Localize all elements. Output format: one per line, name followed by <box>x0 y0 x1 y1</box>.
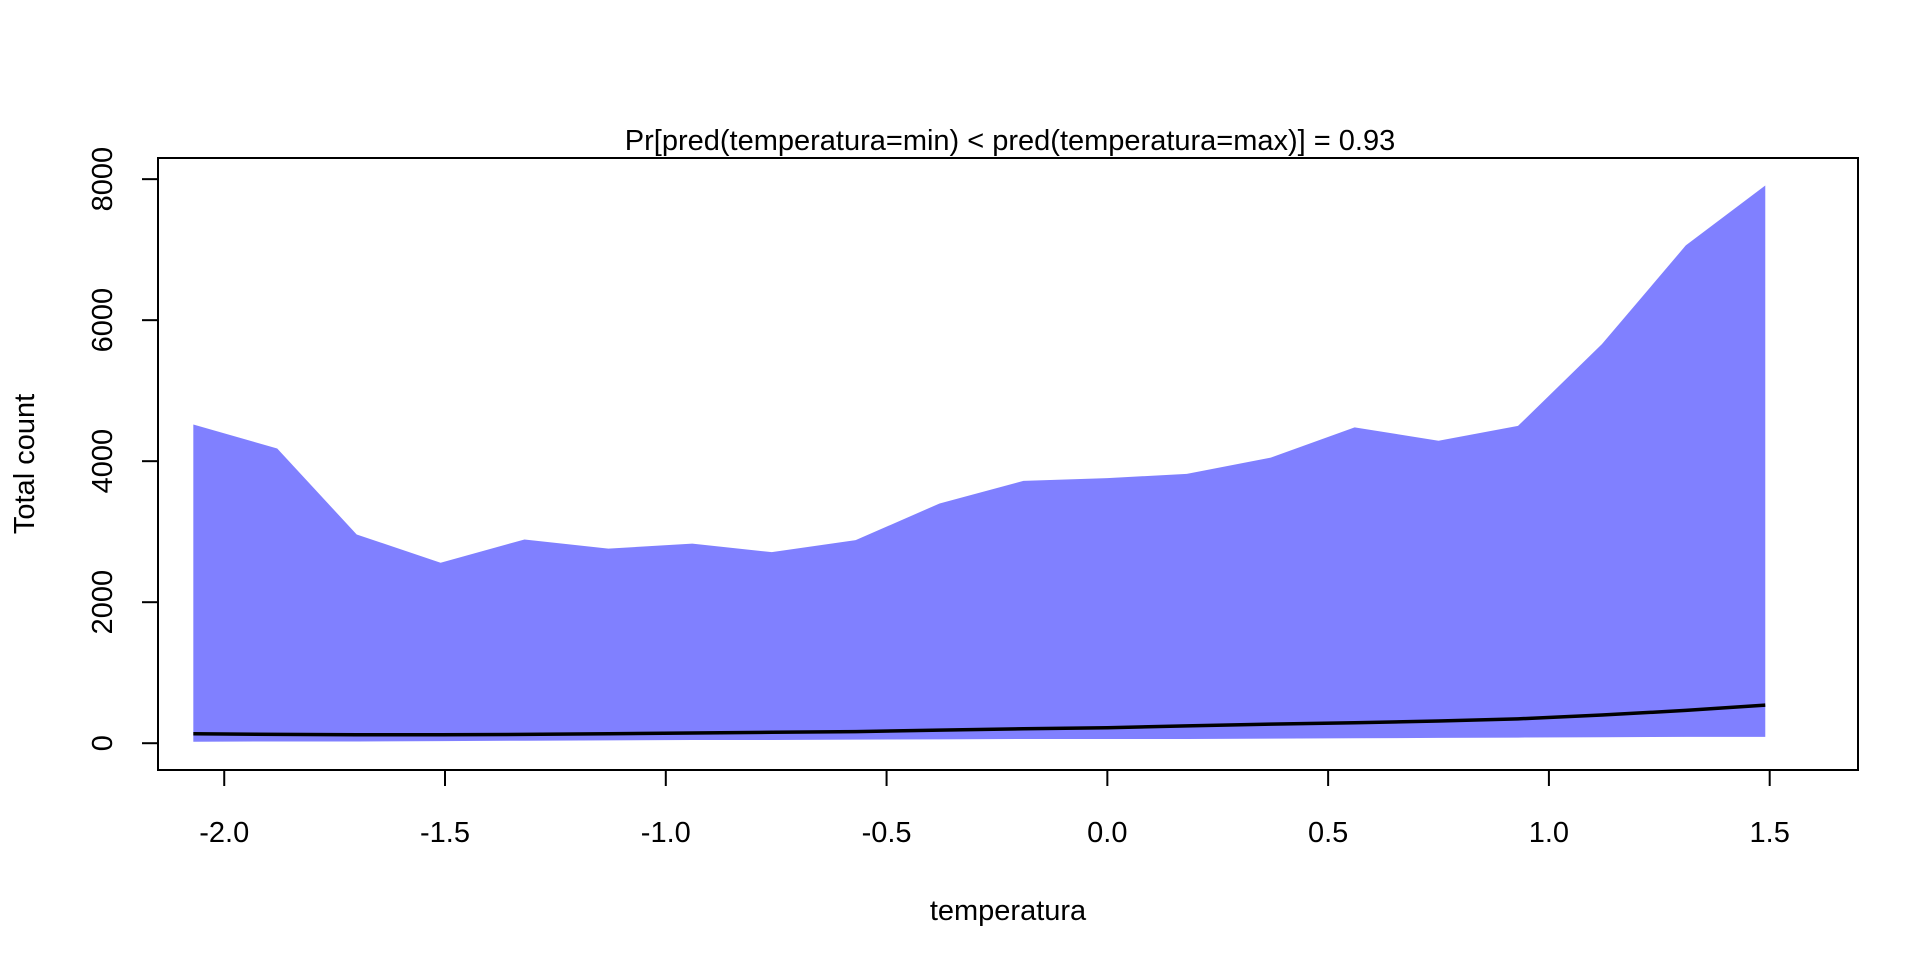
y-axis: 0 2000 4000 6000 8000 <box>87 147 159 751</box>
y-tick-label: 4000 <box>87 429 119 494</box>
y-tick-label: 2000 <box>87 570 119 635</box>
y-tick-label: 6000 <box>87 288 119 353</box>
x-tick-label: 0.5 <box>1308 817 1348 849</box>
y-tick-label: 0 <box>87 735 119 751</box>
x-tick-label: 0.0 <box>1087 817 1127 849</box>
x-axis: -2.0 -1.5 -1.0 -0.5 0.0 0.5 1.0 1.5 <box>199 769 1790 849</box>
median-line <box>193 703 1766 737</box>
x-tick-label: -1.0 <box>641 817 691 849</box>
y-tick-label: 8000 <box>87 147 119 212</box>
credible-band-area <box>193 185 1766 742</box>
x-tick-label: -2.0 <box>199 817 249 849</box>
x-tick-label: -1.5 <box>420 817 470 849</box>
y-axis-label: Total count <box>9 394 41 534</box>
x-tick-label: 1.0 <box>1529 817 1569 849</box>
chart-title: Pr[pred(temperatura=min) < pred(temperat… <box>625 125 1395 157</box>
x-axis-label: temperatura <box>930 895 1087 927</box>
x-tick-label: 1.5 <box>1750 817 1790 849</box>
plot-area <box>193 185 1766 742</box>
x-tick-label: -0.5 <box>862 817 912 849</box>
